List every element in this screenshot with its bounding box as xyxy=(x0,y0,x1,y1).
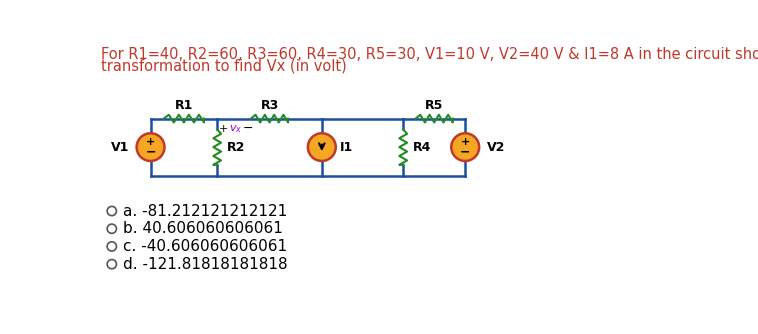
Text: −: − xyxy=(243,122,253,135)
Text: R1: R1 xyxy=(174,99,193,112)
Text: For R1=40, R2=60, R3=60, R4=30, R5=30, V1=10 V, V2=40 V & I1=8 A in the circuit : For R1=40, R2=60, R3=60, R4=30, R5=30, V… xyxy=(101,47,758,62)
Text: R5: R5 xyxy=(425,99,443,112)
Text: −: − xyxy=(146,145,156,158)
Circle shape xyxy=(107,206,117,216)
Circle shape xyxy=(107,224,117,233)
Text: V1: V1 xyxy=(111,141,129,154)
Text: +: + xyxy=(146,137,155,147)
Text: R3: R3 xyxy=(261,99,279,112)
Text: transformation to find Vx (in volt): transformation to find Vx (in volt) xyxy=(101,58,346,73)
Text: −: − xyxy=(460,145,471,158)
Text: d. -121.81818181818: d. -121.81818181818 xyxy=(123,257,287,272)
Text: R2: R2 xyxy=(227,141,246,154)
Text: b. 40.606060606061: b. 40.606060606061 xyxy=(123,221,283,236)
Text: c. -40.606060606061: c. -40.606060606061 xyxy=(123,239,287,254)
Circle shape xyxy=(308,133,336,161)
Circle shape xyxy=(107,242,117,251)
Text: R4: R4 xyxy=(413,141,431,154)
Text: a. -81.212121212121: a. -81.212121212121 xyxy=(123,203,287,218)
Circle shape xyxy=(107,260,117,269)
Text: +: + xyxy=(461,137,470,147)
Text: V2: V2 xyxy=(487,141,506,154)
Text: I1: I1 xyxy=(340,141,353,154)
Circle shape xyxy=(136,133,164,161)
Text: +: + xyxy=(219,124,228,134)
Circle shape xyxy=(451,133,479,161)
Text: $v_x$: $v_x$ xyxy=(229,123,243,135)
